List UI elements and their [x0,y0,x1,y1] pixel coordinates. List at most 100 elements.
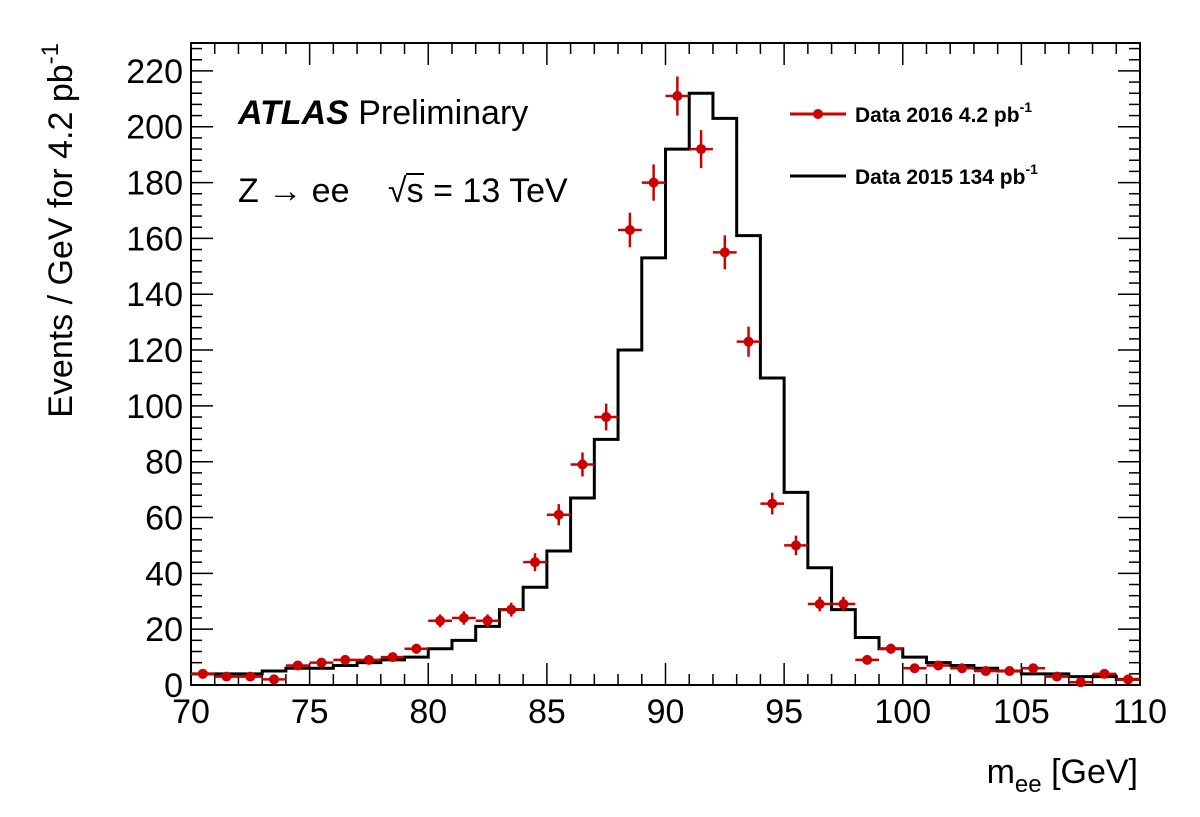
y-axis-title: Events / GeV for 4.2 pb-1 [37,43,80,418]
data-marker [506,604,517,615]
data-marker [316,657,327,668]
data-point [594,403,619,431]
data-point [855,654,880,665]
x-tick-label: 90 [647,693,685,731]
data-point [238,671,263,682]
data-point [1092,668,1117,679]
data-marker [221,671,232,682]
data-point [760,492,785,515]
data-marker [696,144,707,155]
data-point [618,212,642,248]
data-point [570,452,595,477]
legend-entry-2016: Data 2016 4.2 pb-1 [855,99,1032,127]
y-tick-label: 140 [126,276,183,314]
x-tick-label: 100 [874,693,931,731]
energy-value: s = 13 TeV [407,172,568,210]
data-point [973,666,998,677]
data-marker [601,412,612,423]
data-marker [885,643,896,654]
data-point [523,553,547,572]
x-tick-label: 75 [291,693,329,731]
y-tick-labels: 0 20 40 60 80 100 120 140 160 180 200 220 [126,53,183,705]
data-marker [957,663,968,674]
data-point [689,130,713,169]
atlas-label: ATLAS Preliminary [237,94,528,132]
data-marker [672,91,683,102]
x-tick-label: 70 [172,693,210,731]
data-marker [909,663,920,674]
data-marker [435,615,446,626]
data-point [1116,674,1140,685]
data-marker [269,674,280,685]
data-marker [933,660,944,671]
data-point [428,614,452,628]
x-tick-labels: 70 75 80 85 90 95 100 105 110 [172,693,1167,731]
legend-entry-2015: Data 2015 134 pb-1 [855,161,1038,189]
data-marker [743,336,754,347]
data-marker [814,599,825,610]
data-marker [767,498,778,509]
data-marker [363,654,374,665]
x-tick-label: 110 [1113,693,1167,731]
data-marker [292,660,303,671]
x-tick-label: 105 [993,693,1050,731]
data-point [712,235,737,270]
data-point [902,663,927,674]
y-tick-label: 80 [145,444,183,482]
data-marker [458,613,469,624]
x-tick-label: 95 [765,693,803,731]
data-marker [624,225,635,236]
data-marker [1051,671,1062,682]
data-marker [1004,666,1015,677]
data-point [380,652,405,663]
y-tick-label: 60 [145,500,183,538]
x-axis-title-unit: [GeV] [1042,753,1138,791]
data-point [262,674,286,685]
data-point [546,504,571,526]
data-point [475,614,500,628]
data-point [807,596,832,612]
data-marker [482,615,493,626]
data-marker [411,643,422,654]
y-tick-label: 0 [164,667,183,705]
legend: Data 2016 4.2 pb-1 Data 2015 134 pb-1 [790,99,1038,189]
data-point [665,76,690,116]
y-tick-label: 220 [126,53,183,91]
plot-frame [190,42,1141,686]
data-points-2016 [191,76,1140,688]
data-point [736,326,761,357]
y-tick-label: 120 [126,332,183,370]
data-marker [387,652,398,663]
energy-label: √s = 13 TeV [388,172,568,210]
y-axis-title-main: Events / GeV for 4.2 pb [42,64,80,417]
data-marker [980,666,991,677]
y-tick-label: 160 [126,220,183,258]
x-axis-title-sub: ee [1015,771,1042,798]
data-point [404,643,429,654]
data-point [950,663,974,674]
data-marker [577,459,588,470]
y-tick-label: 20 [145,611,183,649]
data-point [831,596,856,612]
data-point [214,671,239,682]
data-marker [862,654,873,665]
data-point [285,660,310,671]
y-tick-label: 100 [126,388,183,426]
data-marker [648,177,659,188]
data-marker [719,247,730,258]
legend-marker-2016-dot [813,109,823,119]
data-point [879,643,903,654]
data-point [451,611,476,625]
data-point [784,535,808,556]
data-marker [530,557,541,568]
data-marker [553,509,564,520]
process-label: Z → ee [238,172,349,210]
x-tick-label: 80 [409,693,447,731]
data-marker [790,540,801,551]
legend-entry-2015-text: Data 2015 134 pb [855,166,1025,189]
data-point [499,602,524,617]
data-point [997,666,1022,677]
axis-ticks [190,43,1141,686]
data-marker [1075,677,1086,688]
